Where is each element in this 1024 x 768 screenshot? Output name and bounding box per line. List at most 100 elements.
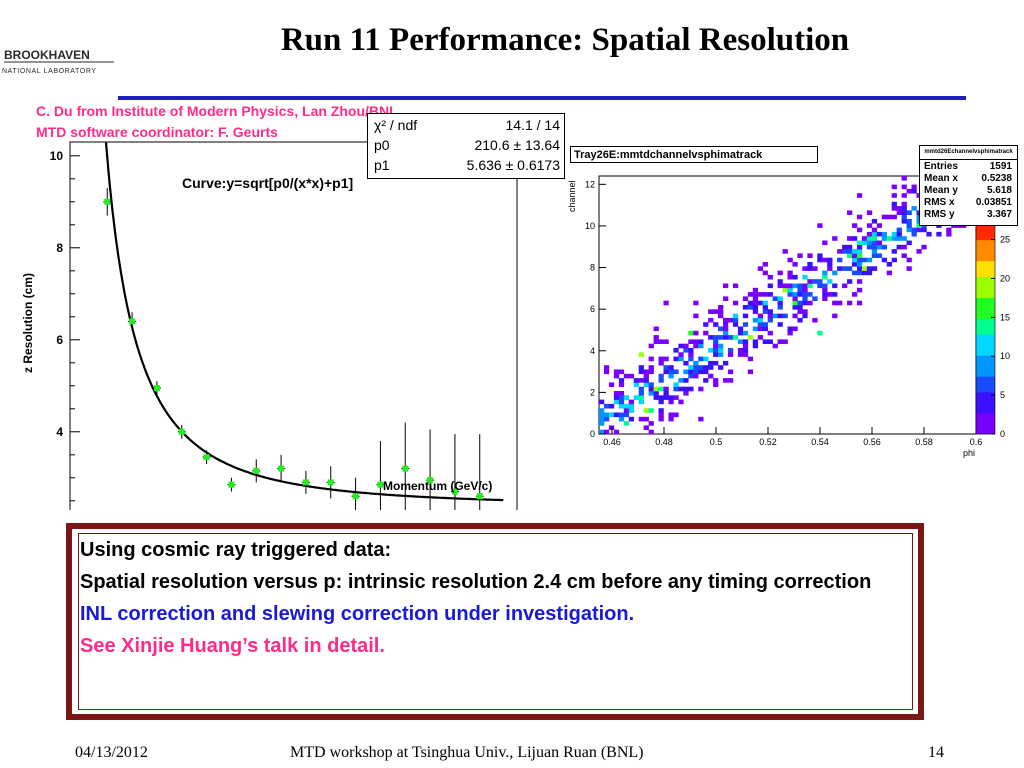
heatmap-cell [812,317,818,323]
heatmap-cell [643,378,649,383]
heatmap-cell [851,236,858,241]
heatmap-cell [628,403,635,409]
heatmap-cell [613,369,620,375]
bullet-1: Using cosmic ray triggered data: [80,539,392,561]
heatmap-cell [866,223,873,228]
heatmap-cell [628,399,635,405]
heatmap-cell [762,309,768,314]
x-axis-label: Momentum (GeV/c) [383,479,492,493]
palette-swatch [976,297,995,304]
heatmap-cell [618,382,625,387]
heatmap-cell [638,395,644,400]
heatmap-cell [608,382,615,387]
heatmap-cell [653,326,659,332]
heatmap-cell [737,352,744,357]
heatmap-cell [757,322,763,327]
stat-value: 0.03851 [975,197,1012,208]
heatmap-title: Tray26E:mmtdchannelvsphimatrack [570,146,818,163]
heatmap-cell [777,305,783,310]
heatmap-cell [777,322,783,327]
y-axis-label: z Resolution (cm) [21,273,35,373]
heatmap-cell [698,339,704,344]
y-tick-label: 6 [56,333,63,347]
heatmap-cell [866,266,873,271]
z-tick-label: 15 [1000,312,1010,322]
x-tick-label: 0.5 [710,437,723,447]
heatmap-cell [856,287,863,293]
heatmap-cell [767,309,773,314]
heatmap-cell [698,386,704,392]
heatmap-cell [876,240,883,246]
heatmap-cell [648,356,654,362]
heatmap-cell [906,266,912,271]
heatmap-cell [851,270,858,276]
palette-swatch [976,255,995,262]
heatmap-cell [678,399,684,405]
palette-swatch [976,302,995,309]
heatmap-cell [752,287,759,293]
heatmap-cell [747,305,754,310]
heatmap-cell [727,348,734,353]
heatmap-cell [663,395,669,400]
heatmap-cell [866,210,873,215]
heatmap-cell [847,266,853,271]
heatmap-cell [871,231,878,237]
heatmap-cell [638,352,644,357]
data-point [129,318,136,325]
heatmap-cell [723,296,729,301]
heatmap-cell [708,373,714,379]
heatmap-cell [926,231,932,237]
heatmap-cell [683,378,689,383]
heatmap-cell [782,339,788,344]
heatmap-cell [678,386,684,392]
heatmap-cell [827,279,833,284]
heatmap-cell [842,249,848,254]
heatmap-cell [693,313,699,319]
bullet-3: INL correction and slewing correction un… [80,603,635,625]
heatmap-cell [792,296,798,301]
heatmap-cell [638,391,644,396]
heatmap-stats-box: mmtd26Echannelvsphimatrack Entries 1591 M… [919,145,1018,226]
heatmap-cell [698,416,704,422]
palette-swatch [976,344,995,351]
heatmap-cell [891,236,897,241]
heatmap-cell [688,339,694,344]
heatmap-cell [713,335,719,340]
stat-name: p1 [374,157,390,173]
heatmap-cell [713,382,719,387]
heatmap-cell [911,227,917,233]
heatmap-cell [732,335,739,340]
heatmap-cell [752,339,759,344]
heatmap-cell [708,365,714,370]
heatmap-cell [886,236,892,241]
heatmap-cell [752,292,759,297]
palette-swatch [976,323,995,330]
heatmap-cell [603,403,610,409]
data-point [402,465,409,472]
heatmap-cell [777,300,783,306]
heatmap-cell [727,317,734,323]
data-point [427,477,434,484]
heatmap-cell [762,300,768,306]
stat-name: Mean y [924,185,958,196]
heatmap-cell [881,244,888,250]
heatmap-cell [901,219,907,224]
heatmap-cell [767,330,773,336]
heatmap-cell [762,326,768,332]
heatmap-cell [827,257,833,263]
heatmap-cell [693,330,699,336]
heatmap-cell [847,253,853,258]
heatmap-cell [732,317,739,323]
heatmap-cell [693,339,699,344]
heatmap-cell [817,253,823,258]
heatmap-cell [916,249,922,254]
stat-value: 5.636 ± 0.6173 [466,157,560,173]
heatmap-cell [807,253,813,258]
heatmap-cell [782,313,788,319]
heatmap-cell [871,227,878,233]
heatmap-cell [623,408,630,413]
palette-swatch [976,339,995,346]
heatmap-cell [737,339,744,344]
heatmap-cell [901,253,907,258]
heatmap-cell [603,429,610,435]
